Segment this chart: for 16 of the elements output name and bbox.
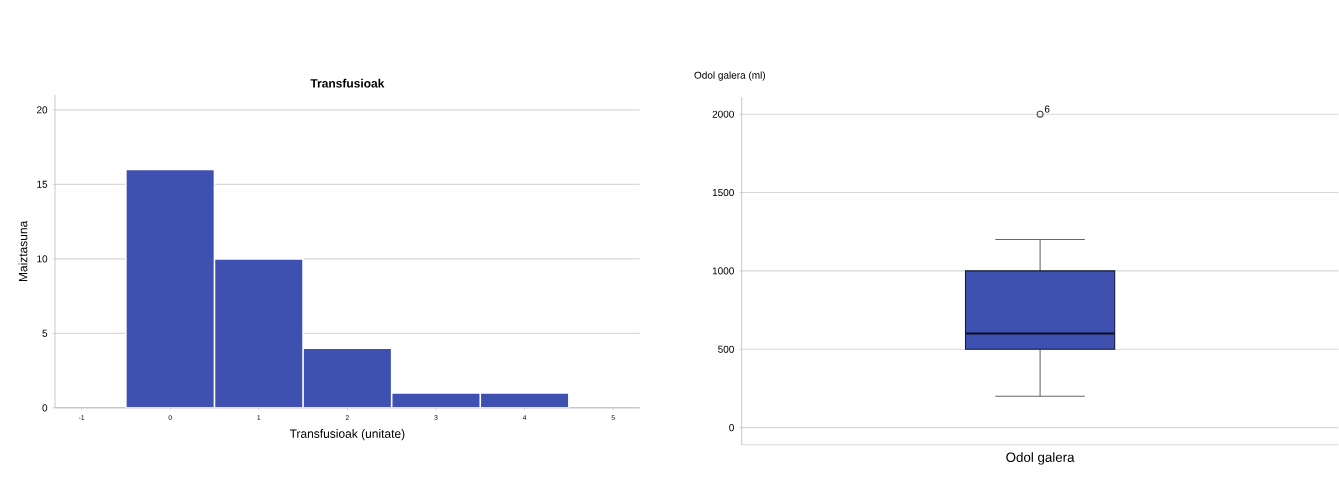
y-tick-label: 0 xyxy=(42,404,48,412)
y-tick-label: 1000 xyxy=(712,267,734,275)
y-axis-title: Odol galera (ml) xyxy=(694,71,766,81)
y-tick-label: 0 xyxy=(729,424,734,432)
x-axis-title: Transfusioak (unitate) xyxy=(289,429,405,441)
y-tick-label: 2000 xyxy=(712,110,734,118)
annotation: 6 xyxy=(1044,105,1050,113)
x-tick-label: Odol galera xyxy=(1006,452,1075,465)
y-tick-label: 1500 xyxy=(712,189,734,197)
y-tick-label: 500 xyxy=(718,345,734,353)
y-tick-label: 15 xyxy=(37,180,48,188)
y-tick-label: 20 xyxy=(36,106,48,114)
y-axis-title: Maiztasuna xyxy=(18,220,28,282)
y-tick-label: 5 xyxy=(42,329,48,337)
chart-title: Transfusioak xyxy=(310,78,385,88)
y-tick-label: 10 xyxy=(37,255,48,263)
